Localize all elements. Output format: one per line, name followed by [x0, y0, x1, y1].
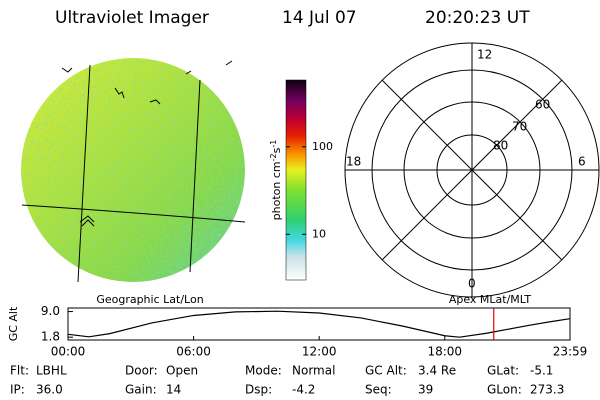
field-label: Dsp:: [245, 383, 272, 397]
field-value: Normal: [292, 364, 335, 378]
polar-grid: [344, 42, 600, 298]
field-value: Open: [166, 364, 198, 378]
right-panel-label: Apex MLat/MLT: [449, 293, 532, 306]
colorbar-tick-label: 100: [312, 140, 333, 153]
field-label: Door:: [125, 364, 158, 378]
orbit-plot: GC Alt 9.0 1.800:00 06:00 12:00 18:00 23:59: [7, 304, 587, 358]
y-tick-label: 1.8: [41, 330, 60, 344]
polar-labels: 12 18 6 0 80 70 60 Apex MLat/MLT: [346, 48, 586, 307]
y-axis-label: GC Alt: [7, 306, 20, 341]
field-label: Mode:: [245, 364, 282, 378]
x-tick-label: 23:59: [553, 345, 588, 359]
header: Ultraviolet Imager 14 Jul 07 20:20:23 UT: [55, 8, 530, 28]
earth-image: Geographic Lat/Lon: [21, 58, 246, 306]
mlt-label: 18: [346, 155, 361, 169]
field-label: Gain:: [125, 383, 157, 397]
field-label: Seq:: [365, 383, 392, 397]
field-label: Flt:: [10, 364, 29, 378]
lat-label: 80: [493, 139, 508, 153]
field-value: -4.2: [292, 383, 315, 397]
left-panel-label: Geographic Lat/Lon: [96, 293, 203, 306]
field-value: 14: [166, 383, 181, 397]
field-value: 273.3: [530, 383, 564, 397]
x-tick-label: 12:00: [302, 345, 337, 359]
footer: Flt: LBHL Door: Open Mode: Normal GC Alt: 3.4 R…: [10, 364, 564, 397]
field-value: -5.1: [530, 364, 553, 378]
field-value: 36.0: [36, 383, 63, 397]
date: 14 Jul 07: [282, 8, 357, 28]
mlt-label: 12: [477, 48, 492, 62]
field-label: GC Alt:: [365, 364, 407, 378]
field-value: LBHL: [36, 364, 67, 378]
field-value: 39: [418, 383, 433, 397]
x-tick-label: 00:00: [51, 345, 86, 359]
orbit-line: [67, 310, 571, 338]
field-label: IP:: [10, 383, 25, 397]
x-tick-label: 18:00: [427, 345, 462, 359]
title: Ultraviolet Imager: [55, 8, 209, 28]
mlt-label: 0: [468, 277, 476, 291]
field-label: GLon:: [487, 383, 522, 397]
colorbar-tick-label: 10: [312, 227, 326, 240]
y-tick-label: 9.0: [41, 304, 60, 318]
x-tick-label: 06:00: [176, 345, 211, 359]
colorbar-label: photon cm-2s-1: [269, 140, 284, 221]
field-value: 3.4 Re: [418, 364, 456, 378]
lat-label: 60: [535, 98, 550, 112]
mlt-label: 6: [578, 155, 586, 169]
field-label: GLat:: [487, 364, 519, 378]
colorbar: photon cm-2s-1 10 100: [269, 79, 333, 281]
lat-label: 70: [512, 120, 527, 134]
time: 20:20:23 UT: [425, 8, 530, 28]
